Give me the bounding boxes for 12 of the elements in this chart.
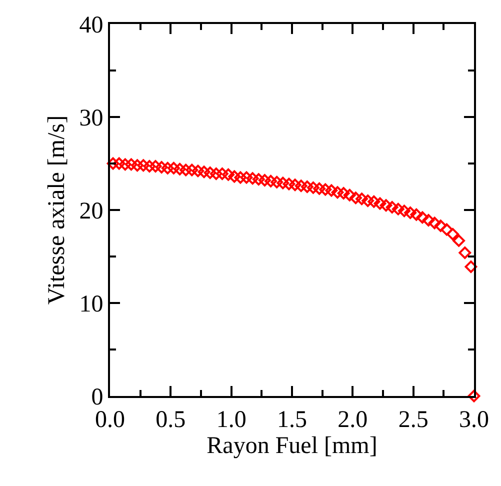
x-tick-label: 1.5 (277, 406, 307, 433)
y-tick-label: 20 (79, 198, 104, 224)
x-tick-label: 1.0 (216, 406, 246, 433)
x-tick-label: 3.0 (459, 406, 489, 433)
x-tick-label: 2.0 (338, 406, 368, 433)
y-tick-label: 10 (79, 291, 104, 318)
x-tick-label: 2.5 (398, 406, 428, 433)
y-tick-label: 40 (79, 12, 104, 38)
y-axis-title: Vitesse axiale [m/s] (44, 115, 70, 305)
x-tick-label: 0.5 (156, 406, 186, 433)
y-tick-label: 30 (79, 105, 104, 132)
x-axis-title: Rayon Fuel [mm] (206, 432, 378, 459)
